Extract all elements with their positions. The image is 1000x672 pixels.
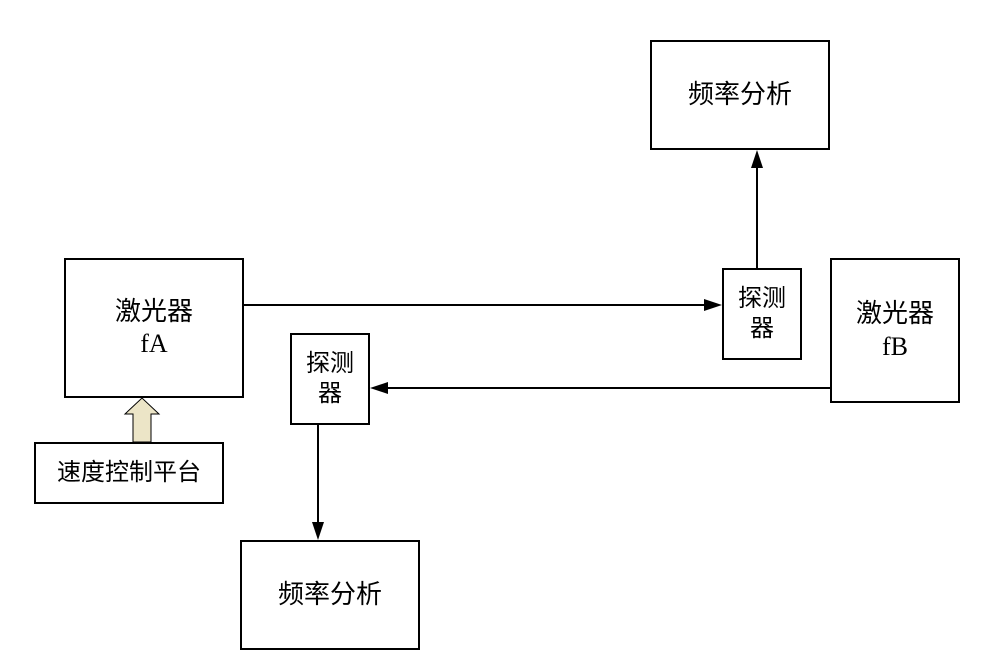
detector-top-to-freq-top	[751, 150, 763, 268]
laser-b-label: 激光器 fB	[856, 298, 934, 363]
speed-control-box: 速度控制平台	[34, 442, 224, 504]
detector-bottom-box: 探测 器	[290, 333, 370, 425]
detector-bottom-label: 探测 器	[306, 349, 354, 409]
laser-b-box: 激光器 fB	[830, 258, 960, 403]
detector-top-box: 探测 器	[722, 268, 802, 360]
detector-top-label: 探测 器	[738, 284, 786, 344]
speed-to-laser-a	[125, 398, 159, 442]
freq-analysis-top-label: 频率分析	[688, 79, 792, 112]
freq-analysis-bottom-label: 频率分析	[278, 579, 382, 612]
laser-a-label: 激光器 fA	[115, 296, 193, 361]
laser-a-box: 激光器 fA	[64, 258, 244, 398]
laser-b-to-detector-bottom	[370, 382, 830, 394]
detector-bottom-to-freq-bottom	[312, 425, 324, 540]
freq-analysis-bottom-box: 频率分析	[240, 540, 420, 650]
freq-analysis-top-box: 频率分析	[650, 40, 830, 150]
speed-control-label: 速度控制平台	[57, 458, 201, 488]
laser-a-to-detector-top	[244, 299, 722, 311]
